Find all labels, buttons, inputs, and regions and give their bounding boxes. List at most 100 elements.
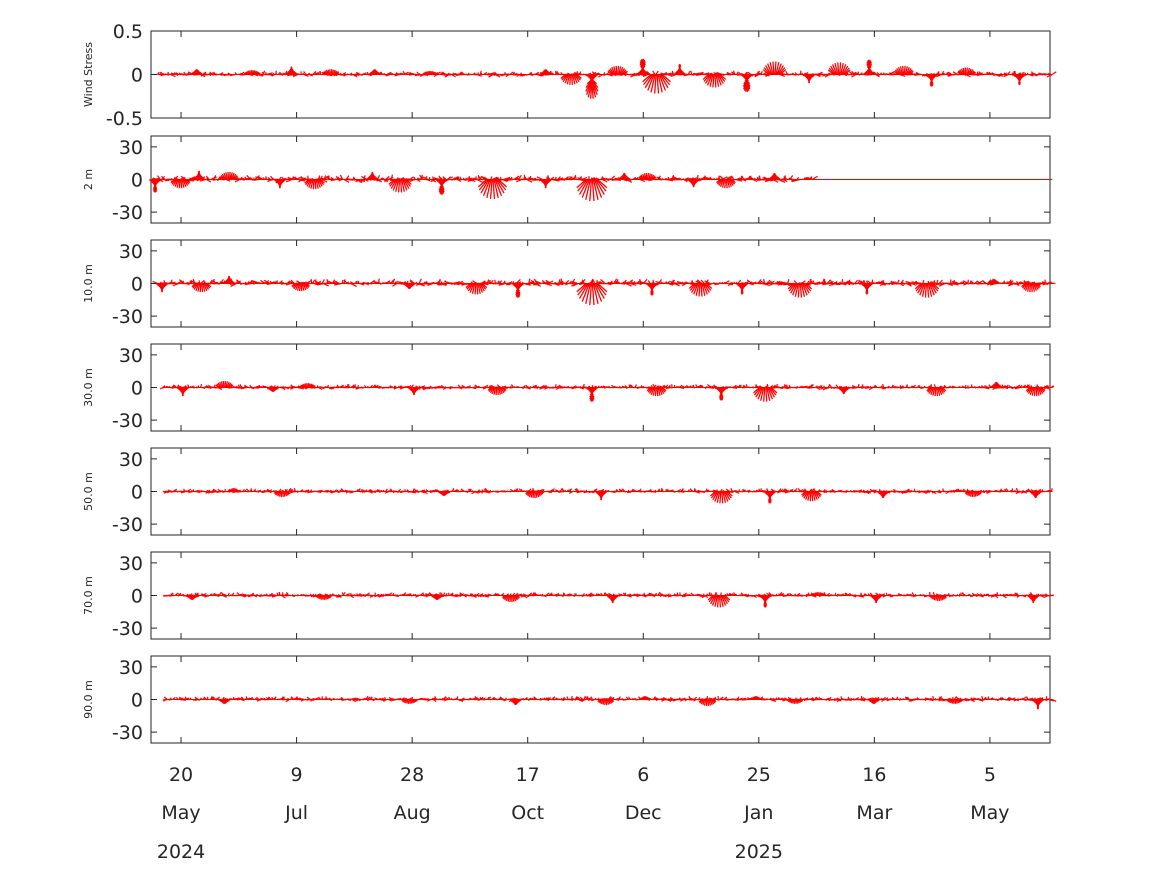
stick xyxy=(571,386,577,390)
stick xyxy=(879,73,882,75)
event-fan xyxy=(801,491,822,502)
stick xyxy=(837,489,840,492)
stick xyxy=(835,384,839,388)
stick xyxy=(272,489,275,492)
stick xyxy=(600,279,606,284)
event-stick xyxy=(592,179,599,201)
event-stick xyxy=(846,387,850,391)
stick xyxy=(151,178,158,181)
event-stick xyxy=(905,67,910,75)
event-stick xyxy=(969,69,974,75)
stick xyxy=(419,73,422,76)
event-stick xyxy=(185,179,191,184)
stick xyxy=(742,178,747,182)
stick xyxy=(266,488,272,493)
event-fan xyxy=(322,69,340,75)
stick xyxy=(731,71,737,76)
stick xyxy=(319,386,324,389)
stick xyxy=(1048,281,1051,284)
event-stick xyxy=(810,74,816,79)
event-stick xyxy=(389,179,396,187)
stick xyxy=(822,385,825,388)
event-stick xyxy=(585,283,591,305)
stick xyxy=(607,281,616,285)
event-stick xyxy=(299,385,303,388)
event-stick xyxy=(840,62,844,75)
stick xyxy=(196,282,204,285)
stick xyxy=(264,71,268,75)
stick xyxy=(211,490,216,494)
event-stick xyxy=(597,283,608,293)
event-stick xyxy=(434,72,437,75)
event-stick xyxy=(427,71,430,75)
stick xyxy=(385,282,388,284)
event-stick xyxy=(415,387,421,391)
event-stick xyxy=(184,387,189,392)
event-stick xyxy=(613,66,617,75)
stick xyxy=(533,281,537,285)
stick xyxy=(209,386,213,389)
panel-3: 30 0 -30 10.0 m xyxy=(82,239,1056,328)
event-stick xyxy=(702,74,710,80)
event-stick xyxy=(480,179,490,194)
event-stick xyxy=(220,381,224,388)
event-stick xyxy=(422,72,425,75)
stick xyxy=(899,73,906,77)
event-stick xyxy=(843,67,850,75)
event-stick xyxy=(797,283,801,298)
stick xyxy=(937,72,940,75)
stick xyxy=(539,73,544,77)
stick xyxy=(496,384,501,388)
stick xyxy=(698,178,705,181)
event-stick xyxy=(730,179,735,185)
stick xyxy=(509,385,513,389)
event-stick xyxy=(246,71,250,75)
stick xyxy=(863,386,869,389)
event-stick xyxy=(777,65,784,75)
stick xyxy=(728,73,732,76)
stick xyxy=(317,178,320,181)
event-fan xyxy=(291,283,311,292)
stick xyxy=(310,490,315,493)
stick xyxy=(307,489,310,492)
event-stick xyxy=(229,384,234,388)
stick xyxy=(390,174,393,180)
stick xyxy=(314,72,317,75)
event-stick xyxy=(926,387,931,392)
stick xyxy=(246,174,251,180)
stick xyxy=(410,178,415,182)
stick xyxy=(350,490,355,494)
stick xyxy=(613,386,618,389)
stick xyxy=(820,386,825,390)
stick xyxy=(292,490,297,493)
event-stick xyxy=(303,383,306,388)
stick xyxy=(567,385,570,388)
event-stick xyxy=(842,65,849,75)
event-stick xyxy=(718,179,723,186)
event-stick xyxy=(476,283,479,295)
y-tick-label: 0 xyxy=(131,65,143,87)
stick xyxy=(188,490,193,494)
event-stick xyxy=(648,173,651,180)
event-fan xyxy=(403,283,416,289)
event-stick xyxy=(698,283,701,297)
stick xyxy=(694,72,699,76)
stick xyxy=(571,73,574,76)
event-fan xyxy=(925,74,938,87)
stick xyxy=(614,73,619,77)
stick xyxy=(628,384,632,388)
stick xyxy=(579,282,586,285)
event-fan xyxy=(487,387,507,396)
panel-label: 50.0 m xyxy=(82,472,95,511)
stick xyxy=(508,282,512,286)
stick xyxy=(704,386,707,390)
stick xyxy=(670,281,677,285)
stick xyxy=(378,385,383,389)
stick xyxy=(404,281,409,285)
stick xyxy=(1051,385,1055,388)
event-stick xyxy=(658,74,667,91)
event-stick xyxy=(245,71,248,75)
stick xyxy=(170,386,174,389)
stick xyxy=(397,490,400,493)
stick xyxy=(952,71,958,76)
